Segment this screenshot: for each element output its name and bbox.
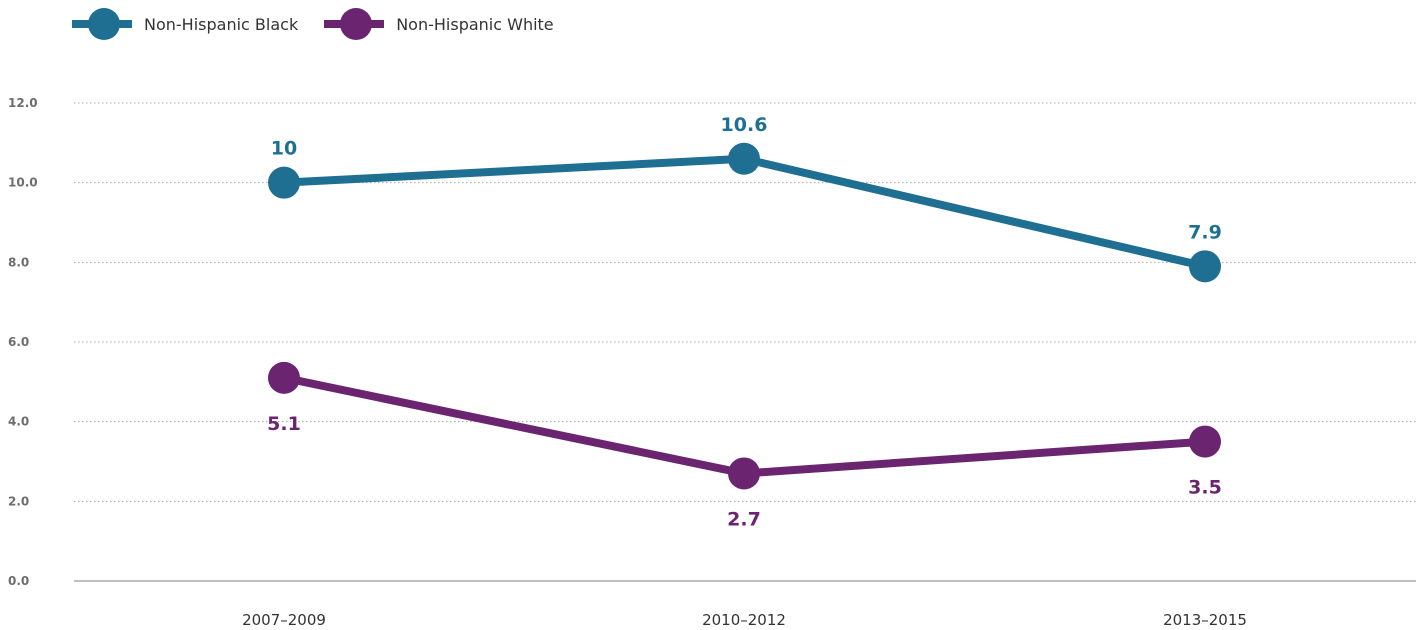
legend-marker-white	[340, 8, 373, 40]
y-tick-label: 10.0	[8, 176, 38, 190]
series-line	[280, 154, 1209, 271]
data-point	[728, 457, 760, 490]
data-label: 5.1	[267, 413, 301, 435]
data-label: 3.5	[1188, 477, 1222, 499]
data-point	[268, 361, 300, 394]
legend-marker-black	[88, 8, 120, 40]
data-point	[1189, 250, 1221, 283]
legend: Non-Hispanic Black Non-Hispanic White	[72, 6, 580, 42]
legend-item-white: Non-Hispanic White	[324, 6, 554, 42]
y-tick-label: 12.0	[8, 96, 38, 110]
y-tick-label: 2.0	[8, 494, 29, 508]
legend-swatch-white	[324, 6, 385, 42]
y-tick-label: 0.0	[8, 574, 29, 588]
data-point	[728, 142, 760, 175]
data-label: 7.9	[1188, 221, 1222, 243]
x-tick-label: 2013–2015	[1163, 611, 1247, 629]
data-label: 10	[271, 138, 297, 160]
data-point	[1189, 425, 1221, 458]
data-point	[268, 166, 300, 199]
legend-label-black: Non-Hispanic Black	[144, 14, 299, 34]
data-label: 2.7	[727, 508, 761, 530]
x-tick-label: 2007–2009	[242, 611, 326, 629]
y-tick-label: 6.0	[8, 335, 29, 349]
legend-item-black: Non-Hispanic Black	[72, 6, 298, 42]
x-tick-label: 2010–2012	[702, 611, 786, 629]
data-label: 10.6	[721, 114, 768, 136]
y-tick-label: 4.0	[8, 415, 29, 429]
legend-swatch-black	[72, 6, 132, 42]
y-tick-label: 8.0	[8, 255, 29, 269]
legend-label-white: Non-Hispanic White	[396, 14, 554, 34]
